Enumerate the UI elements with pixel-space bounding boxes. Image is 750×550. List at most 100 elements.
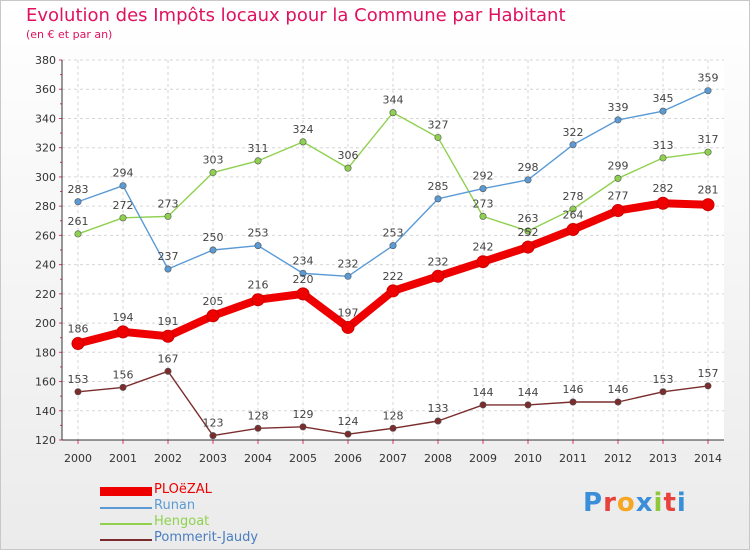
data-point (161, 329, 175, 343)
data-point (74, 388, 82, 396)
data-point (524, 227, 532, 235)
x-tick-label: 2000 (64, 452, 92, 465)
data-point (209, 169, 217, 177)
y-tick-label: 160 (35, 376, 56, 389)
data-label: 157 (698, 367, 719, 380)
data-point (254, 424, 262, 432)
data-point (206, 309, 220, 323)
data-point (341, 320, 355, 334)
logo-letter: i (676, 488, 687, 518)
logo-letter: r (603, 488, 617, 518)
data-label: 273 (158, 197, 179, 210)
data-point (71, 337, 85, 351)
data-label: 146 (563, 383, 584, 396)
data-point (704, 87, 712, 95)
data-point (299, 423, 307, 431)
data-label: 133 (428, 402, 449, 415)
data-label: 146 (608, 383, 629, 396)
data-point (524, 401, 532, 409)
data-point (434, 195, 442, 203)
x-tick-label: 2008 (424, 452, 452, 465)
data-label: 237 (158, 250, 179, 263)
data-point (209, 432, 217, 440)
data-label: 306 (338, 149, 359, 162)
logo-letter: t (663, 488, 677, 518)
x-tick-label: 2006 (334, 452, 362, 465)
legend-label: PLOëZAL (154, 482, 212, 497)
data-point (659, 388, 667, 396)
data-label: 317 (698, 133, 719, 146)
data-point (209, 246, 217, 254)
data-label: 194 (113, 311, 134, 324)
x-tick-label: 2007 (379, 452, 407, 465)
data-point (434, 133, 442, 141)
y-tick-label: 240 (35, 259, 56, 272)
line-chart: 120 140 160 180 200 220 240 260 280 300 320 340 360 3… (35, 54, 724, 465)
logo-letter: x (635, 488, 654, 518)
data-point (119, 383, 127, 391)
legend-swatch (100, 523, 152, 525)
x-tick-label: 2013 (649, 452, 677, 465)
data-label: 232 (338, 257, 359, 270)
data-label: 277 (608, 190, 629, 203)
x-tick-label: 2009 (469, 452, 497, 465)
data-point (296, 287, 310, 301)
data-label: 345 (653, 92, 674, 105)
x-tick-label: 2011 (559, 452, 587, 465)
data-point (701, 198, 715, 212)
data-point (476, 255, 490, 269)
x-tick-label: 2014 (694, 452, 722, 465)
data-label: 167 (158, 352, 179, 365)
data-point (164, 212, 172, 220)
data-label: 278 (563, 190, 584, 203)
data-point (569, 205, 577, 213)
legend-swatch (100, 487, 152, 496)
logo-letter: o (616, 488, 636, 518)
y-tick-label: 300 (35, 171, 56, 184)
data-label: 216 (248, 279, 269, 292)
data-label: 311 (248, 142, 269, 155)
data-point (431, 269, 445, 283)
y-tick-label: 280 (35, 200, 56, 213)
data-point (386, 284, 400, 298)
data-point (254, 242, 262, 250)
data-label: 298 (518, 161, 539, 174)
data-label: 281 (698, 184, 719, 197)
legend-swatch (100, 539, 152, 541)
data-label: 273 (473, 197, 494, 210)
x-tick-label: 2010 (514, 452, 542, 465)
data-label: 123 (203, 417, 224, 430)
data-point (524, 176, 532, 184)
data-label: 242 (473, 241, 494, 254)
data-point (434, 417, 442, 425)
data-label: 339 (608, 101, 629, 114)
x-tick-label: 2012 (604, 452, 632, 465)
data-label: 285 (428, 180, 449, 193)
data-label: 327 (428, 118, 449, 131)
data-point (704, 382, 712, 390)
data-point (344, 272, 352, 280)
data-label: 129 (293, 408, 314, 421)
data-point (164, 367, 172, 375)
data-label: 197 (338, 306, 359, 319)
data-point (614, 398, 622, 406)
y-tick-label: 380 (35, 54, 56, 67)
data-point (254, 157, 262, 165)
y-tick-label: 140 (35, 405, 56, 418)
data-point (251, 293, 265, 307)
data-point (164, 265, 172, 273)
data-label: 263 (518, 212, 539, 225)
data-point (704, 148, 712, 156)
y-tick-label: 120 (35, 434, 56, 447)
data-point (521, 240, 535, 254)
x-tick-label: 2001 (109, 452, 137, 465)
data-point (479, 212, 487, 220)
data-label: 292 (473, 170, 494, 183)
data-label: 222 (383, 270, 404, 283)
x-tick-label: 2004 (244, 452, 272, 465)
data-label: 253 (248, 227, 269, 240)
data-point (119, 182, 127, 190)
data-label: 234 (293, 254, 314, 267)
y-tick-label: 340 (35, 112, 56, 125)
data-point (611, 204, 625, 218)
